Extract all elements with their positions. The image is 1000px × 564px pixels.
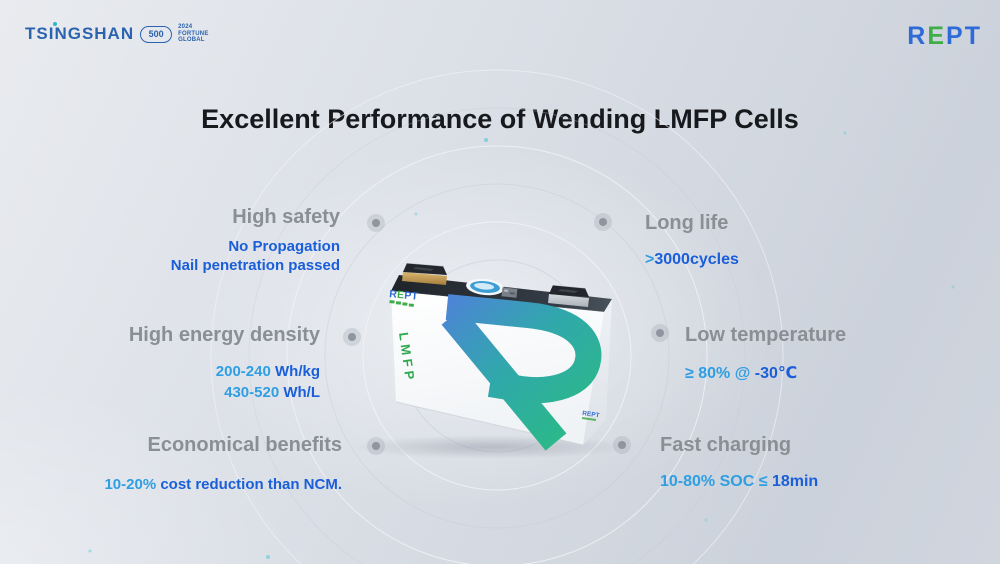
feature-economical: Economical benefits 10-20% cost reductio… xyxy=(104,432,342,495)
tsingshan-logo: TSINGSHAN 500 2024 FORTUNE GLOBAL xyxy=(25,22,209,44)
battery-front-brand: REPT xyxy=(389,288,419,307)
feature-stat: 430-520 Wh/L xyxy=(224,384,320,401)
battery-side-brand: REPT xyxy=(582,410,600,421)
bullet-fast-charging xyxy=(613,436,631,454)
qr-code-patch xyxy=(501,287,518,298)
rept-logo: REPT xyxy=(907,22,982,50)
bullet-economical xyxy=(367,437,385,455)
terminal-positive xyxy=(402,262,447,285)
feature-stat: 10-80% SOC ≤ 18min xyxy=(660,473,819,490)
page-title: Excellent Performance of Wending LMFP Ce… xyxy=(201,104,799,134)
feature-stat: ≥ 80% @ -30℃ xyxy=(685,365,798,382)
fortune-500-badge: 500 xyxy=(140,25,173,43)
feature-heading: Economical benefits xyxy=(147,434,343,456)
feature-long-life: Long life >3000cycles xyxy=(645,210,739,269)
feature-fast-charging: Fast charging 10-80% SOC ≤ 18min xyxy=(660,432,818,491)
feature-heading: Fast charging xyxy=(660,434,792,456)
lmfp-label: LMFP xyxy=(396,331,418,384)
feature-heading: Low temperature xyxy=(685,324,847,346)
bullet-long-life xyxy=(594,213,612,231)
feature-stat: Nail penetration passed xyxy=(170,257,340,274)
feature-heading: Long life xyxy=(645,212,729,234)
sparkle-dots xyxy=(88,131,955,559)
battery-shadow xyxy=(350,435,630,459)
feature-stat: 200-240 Wh/kg xyxy=(215,363,320,380)
svg-text:REPT: REPT xyxy=(389,288,419,303)
fortune-global-caption: 2024 FORTUNE GLOBAL xyxy=(178,24,209,44)
bullet-low-temperature xyxy=(651,324,669,342)
bullet-high-safety xyxy=(367,214,385,232)
feature-low-temperature: Low temperature ≥ 80% @ -30℃ xyxy=(685,322,846,383)
feature-stat: 10-20% cost reduction than NCM. xyxy=(104,476,342,493)
bullet-energy-density xyxy=(343,328,361,346)
terminal-negative xyxy=(548,284,589,307)
rept-r-mark xyxy=(441,294,602,451)
feature-stat: No Propagation xyxy=(228,238,340,255)
tsingshan-i-dot xyxy=(53,22,57,26)
feature-heading: High safety xyxy=(232,206,340,228)
feature-energy-density: High energy density 200-240 Wh/kg 430-52… xyxy=(129,322,320,403)
tsingshan-wordmark: TSINGSHAN xyxy=(25,22,135,43)
feature-heading: High energy density xyxy=(128,324,320,346)
vent-cap xyxy=(466,278,504,296)
feature-high-safety: High safety No Propagation Nail penetrat… xyxy=(171,204,340,275)
feature-stat: >3000cycles xyxy=(645,251,739,268)
cn-tagline-mark xyxy=(389,300,414,307)
svg-text:REPT: REPT xyxy=(582,410,600,419)
battery-cell-illustration: REPT LMFP REPT xyxy=(350,262,630,459)
